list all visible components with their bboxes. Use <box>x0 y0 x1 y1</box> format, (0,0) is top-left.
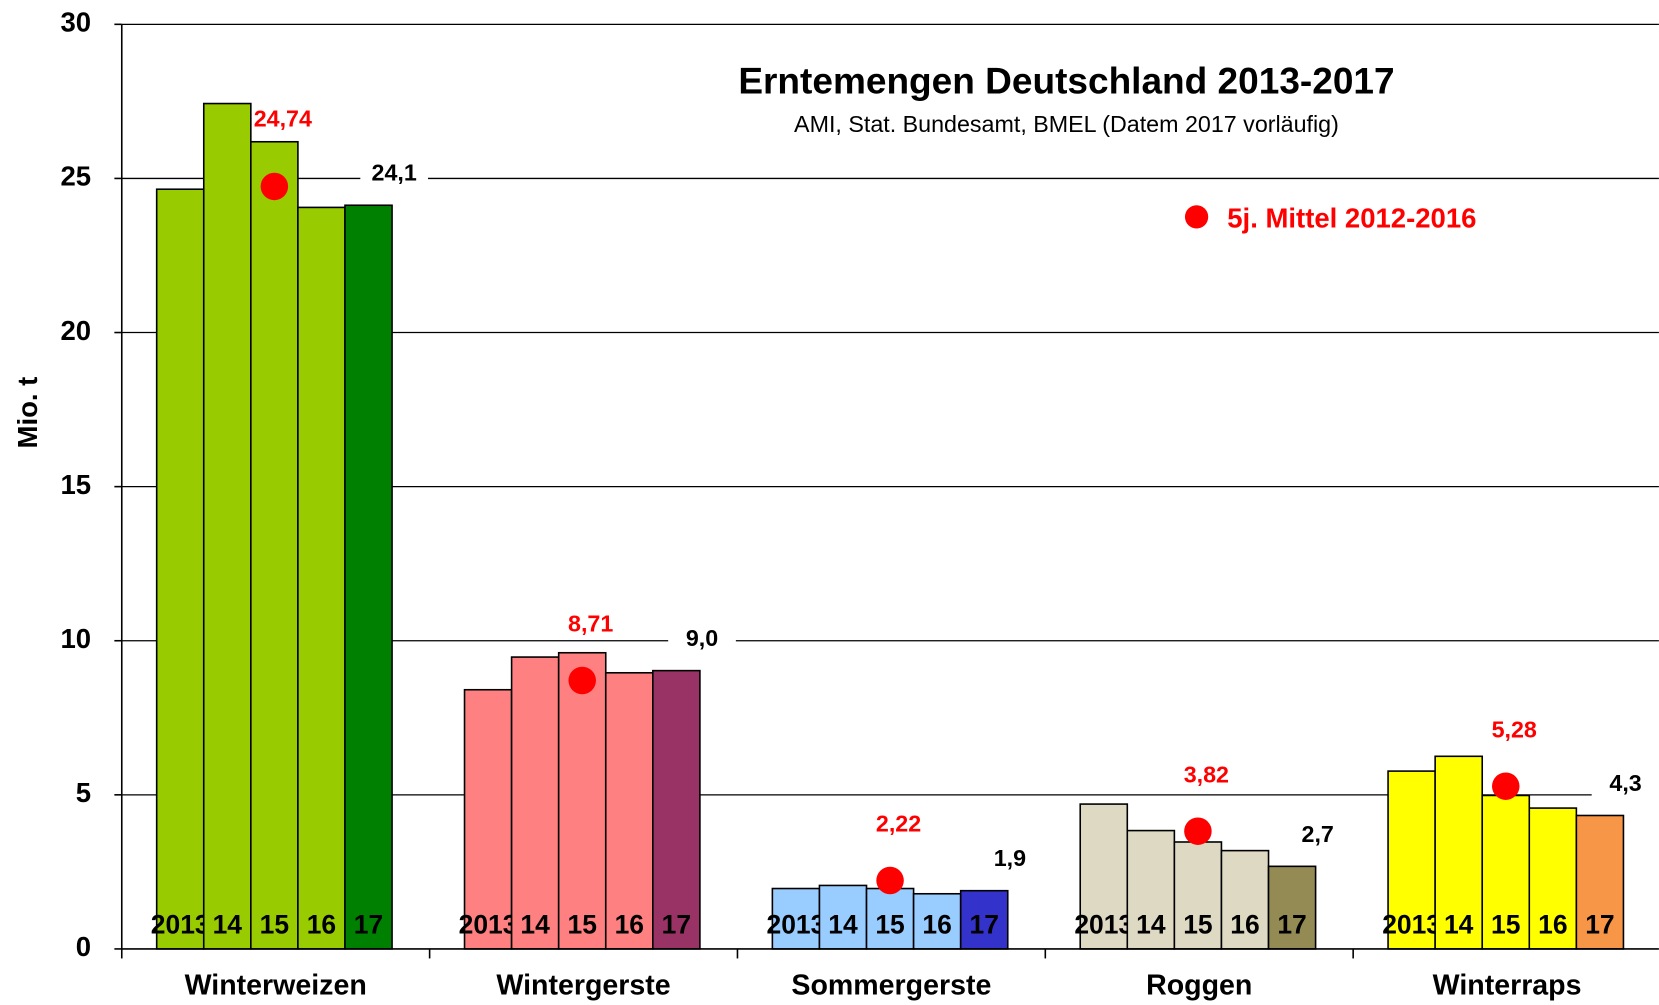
legend-label: 5j. Mittel 2012-2016 <box>1227 202 1476 233</box>
legend-marker <box>1184 205 1209 229</box>
bar <box>297 206 346 950</box>
value-label-bg <box>1591 771 1659 799</box>
x-tick-label: Sommergerste <box>791 970 991 1002</box>
value-label: 24,1 <box>372 160 417 186</box>
bar-year-label: 14 <box>1136 910 1166 940</box>
bar <box>604 671 654 950</box>
mean-label: 8,71 <box>568 611 613 637</box>
bar-year-label: 16 <box>307 910 336 940</box>
bar-year-label: 16 <box>1230 910 1259 940</box>
bar <box>818 884 868 950</box>
bar <box>510 656 560 950</box>
mean-label: 3,82 <box>1184 761 1229 787</box>
mean-marker <box>876 866 904 895</box>
bar <box>1173 841 1223 950</box>
bar-year-label: 15 <box>568 910 597 940</box>
value-label: 9,0 <box>686 625 718 651</box>
bar-year-label: 16 <box>922 910 951 940</box>
bar <box>155 188 205 950</box>
bar-year-label: 2013 <box>151 910 210 940</box>
bar-year-label: 17 <box>1277 910 1306 940</box>
y-tick-label: 30 <box>60 7 91 38</box>
value-label-bg <box>976 846 1044 874</box>
value-label: 2,7 <box>1302 821 1334 847</box>
bar <box>1575 814 1625 950</box>
bar <box>202 102 252 950</box>
bar-year-label: 14 <box>520 910 550 940</box>
bar <box>1481 794 1531 950</box>
y-tick-label: 5 <box>76 777 91 808</box>
bar <box>344 204 393 950</box>
mean-label: 2,22 <box>876 811 921 837</box>
y-tick-label: 10 <box>60 623 91 654</box>
chart-title: Erntemengen Deutschland 2013-2017 <box>738 59 1394 101</box>
bar-year-label: 15 <box>1183 910 1212 940</box>
x-tick-label: Winterweizen <box>185 970 367 1002</box>
chart-subtitle: AMI, Stat. Bundesamt, BMEL (Datem 2017 v… <box>794 111 1339 137</box>
bar-year-label: 15 <box>1491 910 1520 940</box>
bar <box>652 669 701 950</box>
bar <box>865 887 915 950</box>
bar <box>1387 770 1436 950</box>
mean-marker <box>260 172 289 201</box>
bar <box>1434 755 1484 950</box>
bar <box>959 889 1009 950</box>
bar-year-label: 17 <box>662 910 691 940</box>
mean-marker <box>568 666 596 695</box>
bar-year-label: 15 <box>875 910 904 940</box>
bar-year-label: 2013 <box>459 910 518 940</box>
mean-marker <box>1492 772 1520 800</box>
bar <box>557 651 607 950</box>
value-label: 4,3 <box>1609 770 1641 796</box>
mean-label: 5,28 <box>1492 716 1537 742</box>
bar-year-label: 17 <box>970 910 999 940</box>
x-tick-label: Roggen <box>1146 970 1252 1002</box>
bar-year-label: 14 <box>213 910 243 940</box>
x-tick-label: Wintergerste <box>496 970 670 1002</box>
bar-year-label: 15 <box>260 910 289 940</box>
bar <box>771 887 821 950</box>
value-label-bg <box>1283 821 1352 850</box>
bar-year-label: 2013 <box>1382 910 1441 940</box>
bar-year-label: 17 <box>354 910 383 940</box>
bar-year-label: 2013 <box>766 910 825 940</box>
bar-year-label: 14 <box>1444 910 1474 940</box>
bar-year-label: 14 <box>828 910 858 940</box>
x-tick-label: Winterraps <box>1433 970 1582 1002</box>
bar <box>250 140 299 950</box>
mean-marker <box>1184 817 1212 845</box>
bar <box>1126 829 1176 950</box>
y-axis-label: Mio. t <box>12 377 43 449</box>
bar-year-label: 16 <box>1538 910 1567 940</box>
bar <box>463 688 513 950</box>
bar-year-label: 17 <box>1585 910 1614 940</box>
bar-year-label: 2013 <box>1074 910 1133 940</box>
value-label: 1,9 <box>994 845 1026 871</box>
mean-label: 24,74 <box>254 106 312 132</box>
y-tick-label: 15 <box>60 469 91 500</box>
value-label-bg <box>668 626 736 654</box>
bar-year-label: 16 <box>615 910 644 940</box>
y-tick-label: 0 <box>76 931 91 962</box>
bar <box>1079 803 1129 950</box>
y-tick-label: 25 <box>60 161 91 192</box>
value-label-bg <box>360 160 429 189</box>
y-tick-label: 20 <box>60 315 91 346</box>
